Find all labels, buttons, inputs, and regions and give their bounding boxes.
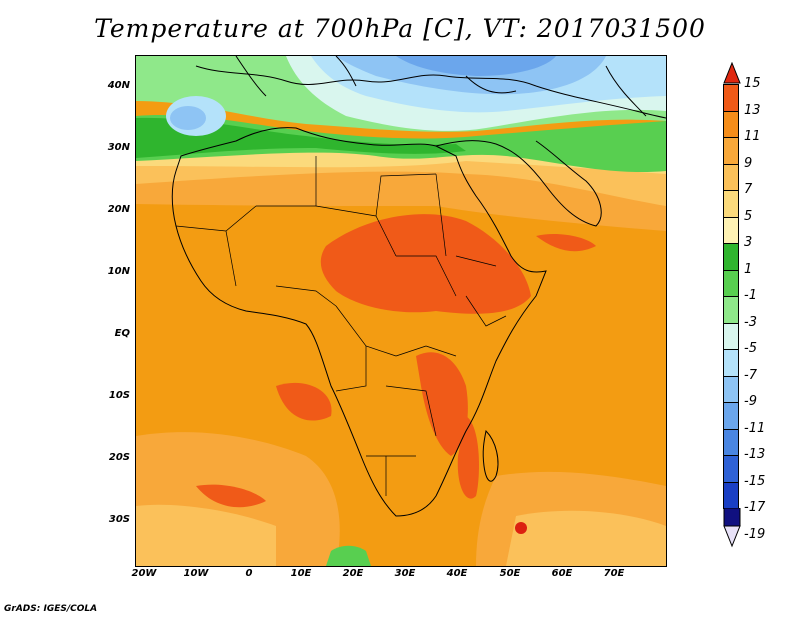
colorbar-swatch bbox=[723, 375, 739, 403]
lon-label: 0 bbox=[245, 568, 253, 579]
colorbar-swatch bbox=[723, 163, 739, 191]
colorbar-swatch bbox=[723, 428, 739, 456]
colorbar-label: -15 bbox=[744, 473, 766, 489]
map-title: Temperature at 700hPa [C], VT: 201703150… bbox=[94, 14, 706, 43]
colorbar-label: -9 bbox=[744, 394, 757, 409]
lat-label: 10S bbox=[108, 390, 130, 401]
colorbar-label: 1 bbox=[744, 261, 753, 277]
lat-label: 30N bbox=[107, 142, 130, 153]
colorbar-label: 15 bbox=[744, 76, 761, 91]
colorbar-swatch bbox=[723, 322, 739, 350]
colorbar-label: 5 bbox=[744, 208, 753, 224]
temperature-map bbox=[135, 55, 667, 567]
lon-label: 20W bbox=[131, 568, 157, 579]
colorbar-label: 3 bbox=[744, 235, 753, 250]
colorbar-swatch bbox=[723, 349, 739, 377]
colorbar-label: -17 bbox=[744, 500, 766, 515]
lat-label: 20N bbox=[107, 204, 130, 215]
lat-label: EQ bbox=[114, 328, 130, 339]
colorbar-bottom-arrow bbox=[723, 508, 741, 548]
colorbar-swatch bbox=[723, 216, 739, 244]
lat-label: 10N bbox=[107, 266, 130, 277]
lon-label: 20E bbox=[342, 568, 364, 579]
lon-label: 70E bbox=[603, 568, 625, 579]
lat-label: 30S bbox=[108, 514, 130, 525]
lon-label: 10W bbox=[183, 568, 209, 579]
lon-label: 60E bbox=[551, 568, 573, 579]
colorbar-label: 11 bbox=[744, 129, 761, 144]
credit-text: GrADS: IGES/COLA bbox=[4, 604, 98, 614]
colorbar-label: -13 bbox=[744, 447, 766, 462]
colorbar-swatch bbox=[723, 84, 739, 112]
colorbar-label: -1 bbox=[744, 288, 757, 303]
colorbar-label: -5 bbox=[744, 341, 757, 356]
lon-label: 10E bbox=[290, 568, 312, 579]
lon-label: 30E bbox=[394, 568, 416, 579]
colorbar-swatch bbox=[723, 402, 739, 430]
colorbar-top-arrow bbox=[723, 62, 741, 84]
colorbar-label: 7 bbox=[744, 182, 753, 197]
lat-label: 20S bbox=[108, 452, 130, 463]
colorbar-label: -3 bbox=[744, 314, 757, 330]
colorbar-swatch bbox=[723, 190, 739, 218]
colorbar-swatch bbox=[723, 137, 739, 165]
colorbar-label: -19 bbox=[744, 526, 766, 542]
colorbar-label: -11 bbox=[744, 420, 766, 436]
colorbar-swatch bbox=[723, 455, 739, 483]
colorbar-label: 9 bbox=[744, 155, 753, 171]
colorbar-swatch bbox=[723, 243, 739, 271]
colorbar-swatch bbox=[723, 110, 739, 138]
colorbar-swatch bbox=[723, 481, 739, 509]
lon-label: 40E bbox=[446, 568, 468, 579]
colorbar-swatch bbox=[723, 296, 739, 324]
colorbar-label: -7 bbox=[744, 367, 757, 383]
colorbar-swatch bbox=[723, 269, 739, 297]
lat-label: 40N bbox=[107, 80, 130, 91]
lon-label: 50E bbox=[499, 568, 521, 579]
colorbar-label: 13 bbox=[744, 102, 761, 118]
temperature-field bbox=[136, 56, 666, 566]
